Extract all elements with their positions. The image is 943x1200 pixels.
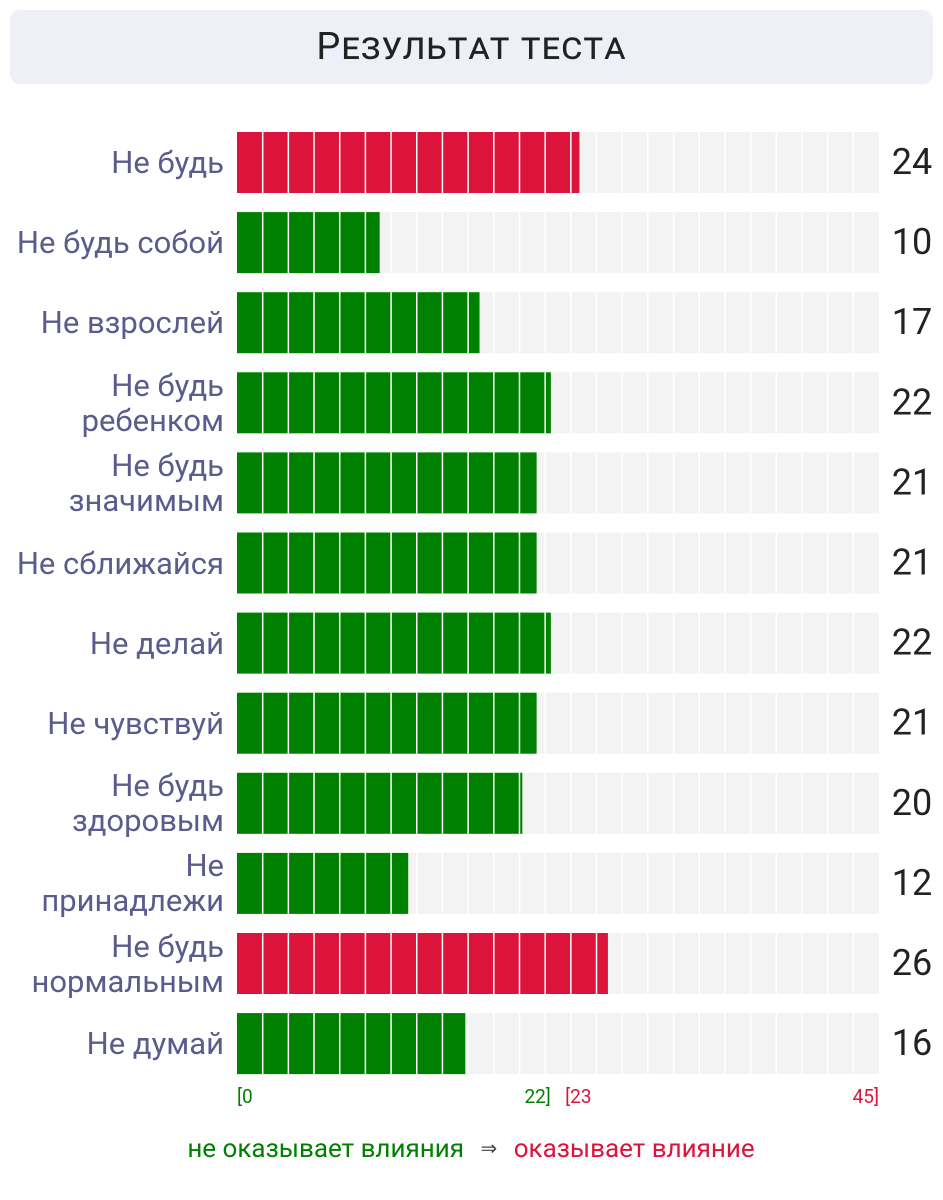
category-label: Не делай <box>89 624 224 662</box>
legend: не оказывает влияния ⇒ оказывает влияние <box>187 1134 754 1164</box>
value-label: 12 <box>892 862 932 904</box>
category-label: Не чувствуй <box>47 704 224 742</box>
category-label: Не будь значимым <box>68 446 224 519</box>
bar <box>237 772 523 834</box>
bar <box>237 452 537 514</box>
bar <box>237 852 409 914</box>
category-label: Не сближайся <box>16 544 224 582</box>
value-label: 22 <box>892 622 932 664</box>
value-label: 17 <box>892 301 932 343</box>
legend-item: оказывает влияние <box>514 1134 755 1164</box>
bar <box>237 933 608 994</box>
x-tick-label: [0 <box>237 1085 253 1108</box>
category-label: Не принадлежи <box>41 847 224 920</box>
x-tick-label: 22] <box>524 1085 550 1108</box>
bar <box>237 532 537 594</box>
chart-title: Результат теста <box>10 10 933 84</box>
bar <box>237 292 480 354</box>
category-label: Не взрослей <box>40 304 224 342</box>
bar <box>237 132 580 193</box>
bar <box>237 692 537 754</box>
value-label: 26 <box>892 942 932 984</box>
legend-item: не оказывает влияния <box>187 1134 464 1164</box>
value-label: 10 <box>892 221 932 263</box>
bar <box>237 372 551 434</box>
value-label: 21 <box>892 542 932 584</box>
x-tick-label: 45] <box>853 1085 879 1108</box>
value-label: 24 <box>892 141 932 183</box>
category-label: Не думай <box>86 1025 224 1063</box>
value-label: 22 <box>892 381 932 423</box>
category-label: Не будь нормальным <box>31 927 224 1000</box>
category-label: Не будь собой <box>16 224 224 262</box>
value-label: 20 <box>892 782 932 824</box>
value-label: 16 <box>892 1022 932 1064</box>
category-label: Не будь <box>111 144 224 181</box>
bar <box>237 212 380 274</box>
x-tick-label: [23 <box>565 1085 591 1108</box>
value-label: 21 <box>892 461 932 503</box>
category-label: Не будь здоровым <box>71 767 224 840</box>
bar <box>237 1013 466 1075</box>
value-label: 21 <box>892 702 932 744</box>
category-label: Не будь ребенком <box>81 366 224 439</box>
legend-arrow: ⇒ <box>480 1136 497 1160</box>
bar <box>237 612 551 674</box>
